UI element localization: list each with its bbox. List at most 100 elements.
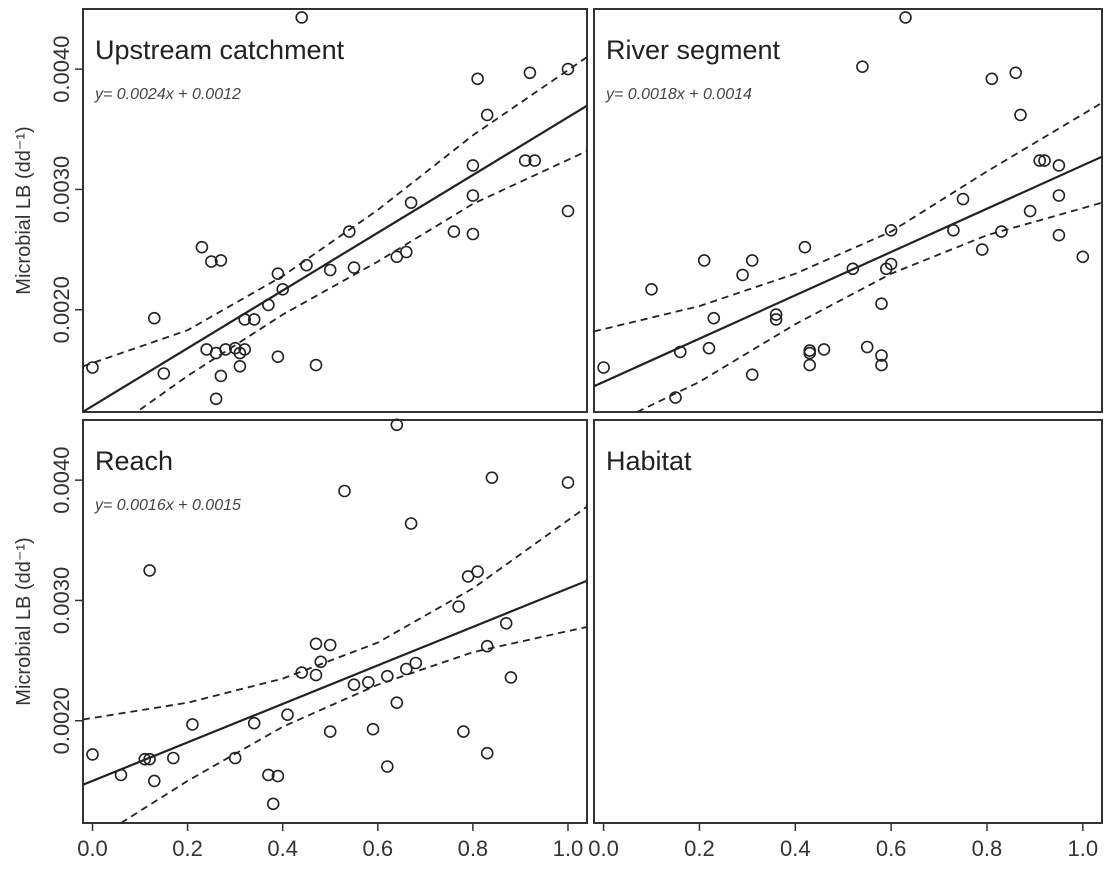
data-point (266, 797, 280, 811)
confidence-band-upper (83, 56, 587, 368)
data-point (262, 298, 275, 312)
plot-frame (593, 419, 1103, 824)
data-point (271, 769, 285, 783)
data-point (138, 752, 152, 766)
plot-frame (82, 8, 588, 413)
data-point (947, 224, 960, 237)
data-point (803, 346, 817, 360)
data-point (314, 655, 328, 669)
x-tick-label: 0.4 (267, 836, 298, 861)
panel-title: Upstream catchment (95, 35, 345, 65)
x-tick-label: 1.0 (553, 836, 584, 861)
data-point (271, 267, 285, 281)
regression-equation: y= 0.0016x + 0.0015 (94, 497, 241, 514)
data-point (86, 748, 99, 761)
x-tick-label: 1.0 (1068, 836, 1099, 861)
data-point (480, 639, 494, 653)
panel-title: River segment (606, 35, 781, 65)
data-point (875, 297, 888, 311)
data-point (323, 263, 337, 277)
data-point (1052, 159, 1066, 172)
data-point (247, 716, 261, 730)
data-point (803, 358, 817, 372)
data-point (597, 361, 610, 374)
confidence-band-lower (120, 626, 587, 823)
data-point (86, 361, 99, 374)
panel-river-segment: River segment y= 0.0018x + 0.0014 (593, 8, 1103, 413)
data-point (956, 192, 970, 206)
data-point (404, 196, 418, 209)
data-point (466, 227, 480, 241)
data-point (875, 358, 888, 372)
x-tick-label: 0.8 (458, 836, 489, 861)
y-tick-label: 0.0030 (49, 567, 74, 634)
data-point (523, 66, 537, 80)
data-point (380, 760, 394, 773)
data-point (471, 565, 484, 578)
data-point (228, 751, 242, 765)
data-point (1076, 250, 1090, 264)
data-point (404, 517, 418, 530)
data-point (148, 774, 161, 788)
data-point (295, 666, 309, 679)
data-point (769, 308, 783, 321)
data-point (798, 240, 812, 254)
x-tick-label: 0.4 (780, 836, 811, 861)
data-point (447, 225, 461, 238)
data-point (669, 391, 682, 404)
data-point (143, 564, 156, 577)
data-point (528, 154, 542, 167)
x-tick-label: 0.8 (972, 836, 1003, 861)
data-point (884, 224, 898, 237)
plot-frame (82, 419, 588, 824)
y-tick-label: 0.0020 (49, 687, 74, 754)
regression-equation: y= 0.0024x + 0.0012 (94, 86, 241, 103)
confidence-band-upper (594, 102, 1102, 333)
x-tick-label: 0.2 (684, 836, 715, 861)
data-point (309, 637, 323, 651)
data-point (390, 696, 404, 710)
data-point (860, 340, 874, 354)
data-point (702, 341, 716, 355)
data-point (247, 313, 261, 326)
data-point (347, 261, 361, 274)
data-point (975, 243, 989, 256)
data-point (361, 675, 375, 689)
data-point (1023, 204, 1037, 218)
data-point (480, 746, 494, 760)
plot-frame (593, 8, 1103, 413)
data-point (1009, 66, 1023, 80)
confidence-band-lower (636, 201, 1102, 412)
data-point (466, 189, 480, 202)
data-point (347, 678, 361, 692)
data-point (1052, 228, 1066, 242)
y-tick-label: 0.0020 (49, 276, 74, 343)
data-point (803, 344, 817, 357)
data-point (995, 225, 1008, 238)
data-point (195, 240, 209, 254)
data-point (875, 349, 888, 362)
data-point (1014, 108, 1027, 122)
panel-habitat: Habitat 0.0 0.2 0.4 0.6 0.8 1.0 (588, 419, 1103, 861)
data-point (238, 343, 251, 356)
data-point (457, 725, 470, 738)
data-point (390, 418, 404, 432)
data-point (856, 60, 869, 73)
data-point (561, 476, 575, 489)
data-point (143, 752, 156, 766)
data-point (238, 313, 251, 326)
data-point (846, 262, 860, 276)
data-point (452, 600, 465, 613)
data-point (209, 392, 223, 406)
data-point (157, 367, 171, 380)
data-point (380, 669, 394, 683)
data-point (409, 656, 423, 670)
data-point (673, 345, 687, 359)
data-point (300, 258, 313, 272)
data-point (985, 72, 999, 86)
x-tick-label: 0.2 (172, 836, 203, 861)
data-point (518, 154, 532, 167)
data-point (561, 204, 575, 218)
